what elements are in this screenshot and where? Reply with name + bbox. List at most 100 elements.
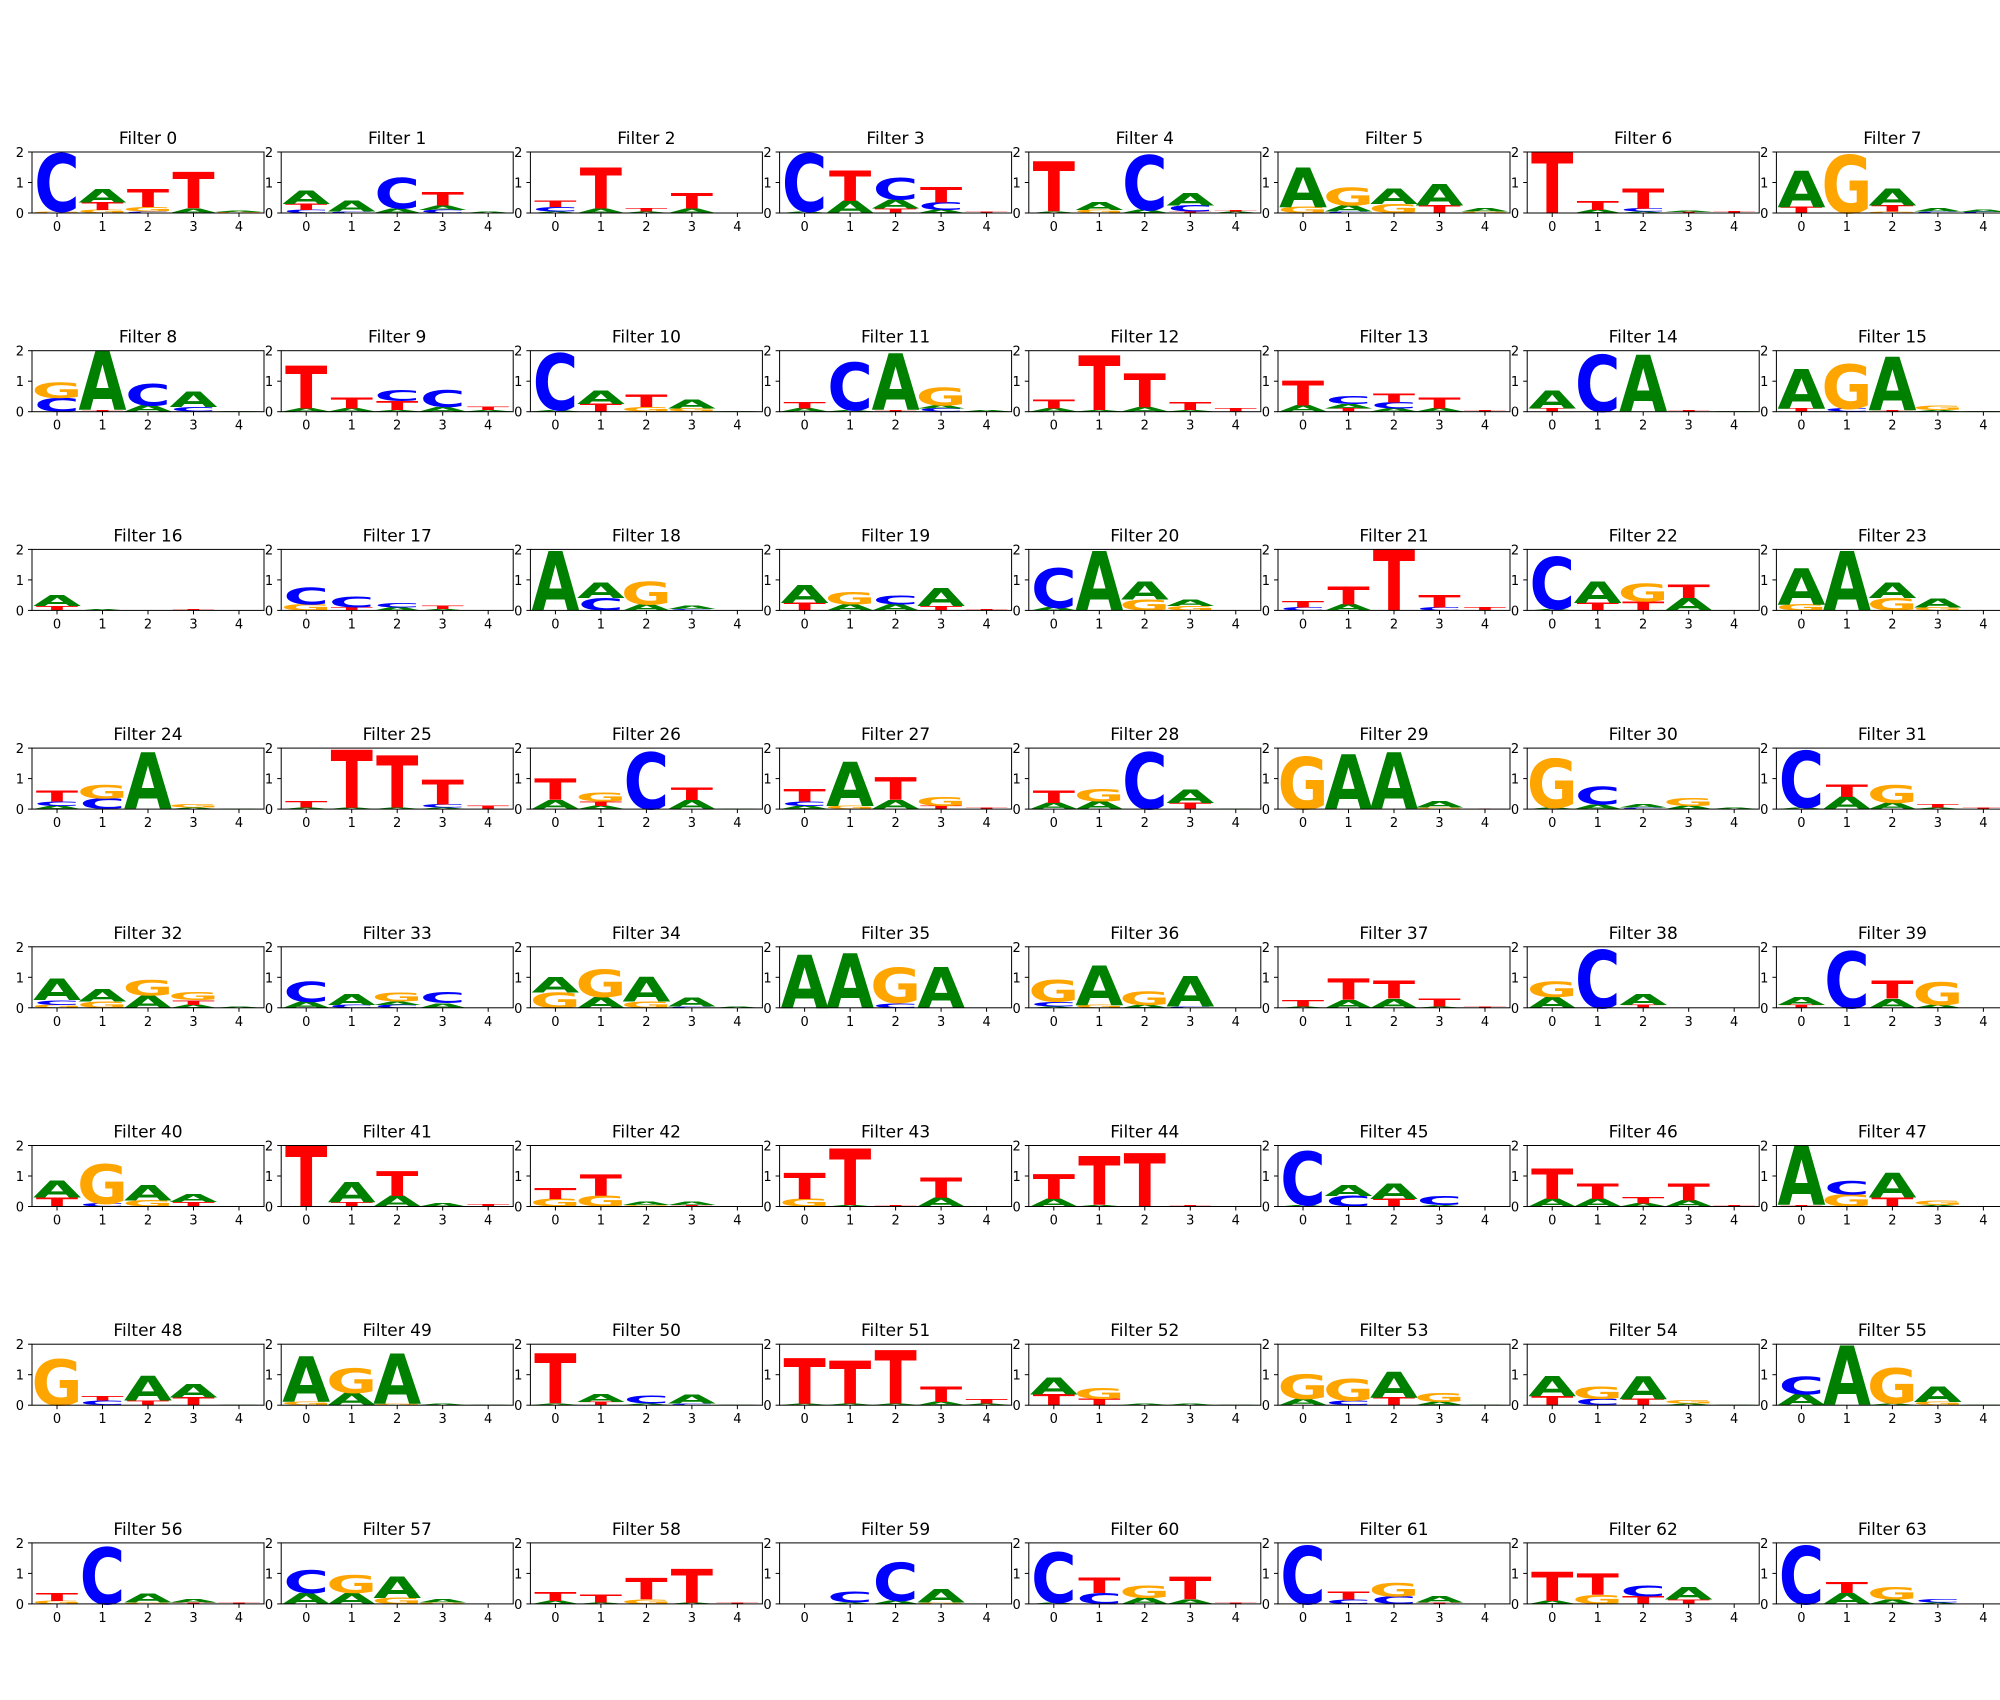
logo-letter-A: A — [1574, 803, 1622, 810]
logo-letter-A: A — [1665, 1199, 1713, 1209]
x-tick-label: 4 — [733, 220, 741, 235]
logo-letter-T: T — [1871, 976, 1913, 1005]
logo-letter-C: C — [374, 170, 419, 218]
panel-title: Filter 32 — [113, 924, 182, 944]
x-tick-label: 3 — [1685, 1015, 1693, 1030]
logo-letter-A: A — [1868, 579, 1916, 603]
y-tick-label: 2 — [1760, 146, 1768, 161]
panel-title: Filter 13 — [1359, 328, 1428, 348]
x-tick-label: 1 — [846, 1412, 854, 1427]
y-tick-label: 1 — [1013, 1567, 1021, 1582]
logo-letter-T: T — [1622, 184, 1665, 215]
logo-letter-G: G — [1460, 211, 1511, 213]
x-tick-label: 3 — [439, 220, 447, 235]
logo-letter-A: A — [170, 807, 218, 809]
logo-letter-T: T — [218, 1602, 260, 1604]
logo-letter-A: A — [215, 210, 263, 212]
x-tick-label: 4 — [1232, 816, 1240, 831]
x-tick-label: 3 — [1685, 816, 1693, 831]
x-tick-label: 4 — [484, 1412, 492, 1427]
x-tick-label: 4 — [484, 816, 492, 831]
logo-letter-C: C — [1371, 401, 1416, 411]
x-tick-label: 3 — [688, 1214, 696, 1229]
y-tick-label: 0 — [514, 1399, 522, 1414]
logo-letter-T: T — [1871, 204, 1913, 214]
x-tick-label: 0 — [551, 1611, 559, 1626]
x-tick-label: 3 — [1685, 220, 1693, 235]
x-tick-label: 4 — [1730, 419, 1738, 434]
logo-letter-T: T — [1078, 1398, 1120, 1408]
x-tick-label: 0 — [1548, 1611, 1556, 1626]
logo-letter-T: T — [1871, 410, 1913, 412]
logo-letter-A: A — [419, 807, 467, 809]
x-tick-label: 3 — [189, 1214, 197, 1229]
logo-letter-T: T — [422, 774, 464, 813]
logo-panel: Filter 23GAAGAGAA01201234 — [1760, 526, 2000, 632]
logo-letter-G: G — [1572, 1592, 1623, 1607]
logo-letter-C: C — [1168, 1006, 1213, 1008]
logo-letter-A: A — [124, 1181, 172, 1205]
logo-letter-C: C — [1961, 211, 2000, 213]
logo-letter-C: C — [782, 800, 827, 807]
y-tick-label: 0 — [265, 207, 273, 222]
x-tick-label: 0 — [302, 1214, 310, 1229]
logo-letter-A: A — [328, 1390, 376, 1410]
logo-letter-A: A — [668, 605, 716, 610]
logo-letter-T: T — [1373, 976, 1415, 1005]
logo-letter-G: G — [372, 1403, 423, 1405]
logo-letter-C: C — [669, 608, 714, 610]
panel-title: Filter 46 — [1609, 1123, 1678, 1143]
x-tick-label: 2 — [1390, 1412, 1398, 1427]
x-tick-label: 0 — [1797, 220, 1805, 235]
logo-letter-A: A — [1574, 209, 1622, 214]
logo-letter-T: T — [580, 800, 622, 807]
logo-letter-T: T — [1668, 581, 1710, 603]
logo-letter-A: A — [668, 1392, 717, 1407]
y-tick-label: 2 — [265, 742, 273, 757]
x-tick-label: 1 — [1843, 617, 1851, 632]
panel-title: Filter 40 — [113, 1123, 182, 1143]
y-tick-label: 0 — [1013, 406, 1021, 421]
logo-letter-T: T — [1124, 1139, 1166, 1224]
y-tick-label: 1 — [16, 375, 24, 390]
logo-letter-A: A — [1121, 1596, 1169, 1606]
x-tick-label: 3 — [937, 1015, 945, 1030]
logo-letter-G: G — [1867, 595, 1918, 615]
logo-letter-A: A — [328, 1590, 376, 1607]
logo-letter-C: C — [284, 209, 329, 214]
logo-letter-A: A — [668, 995, 717, 1010]
logo-letter-T: T — [81, 1395, 123, 1402]
y-tick-label: 2 — [1013, 941, 1021, 956]
y-tick-label: 2 — [763, 742, 771, 757]
x-tick-label: 2 — [1141, 419, 1149, 434]
x-tick-label: 4 — [982, 419, 990, 434]
y-tick-label: 1 — [1760, 971, 1768, 986]
logo-letter-G: G — [1074, 1004, 1125, 1009]
x-tick-label: 4 — [235, 617, 243, 632]
logo-letter-T: T — [625, 1573, 667, 1607]
x-tick-label: 1 — [846, 1015, 854, 1030]
y-tick-label: 0 — [514, 207, 522, 222]
x-tick-label: 4 — [1481, 1015, 1489, 1030]
x-tick-label: 2 — [1888, 419, 1896, 434]
logo-letter-T: T — [534, 199, 576, 209]
y-tick-label: 2 — [16, 941, 24, 956]
x-tick-label: 2 — [891, 419, 899, 434]
y-tick-label: 2 — [1511, 543, 1519, 558]
logo-letter-G: G — [1119, 1582, 1170, 1602]
logo-letter-T: T — [671, 1205, 713, 1207]
logo-letter-G: G — [32, 1600, 83, 1605]
x-tick-label: 4 — [484, 220, 492, 235]
y-tick-label: 0 — [265, 1201, 273, 1216]
logo-panel: Filter 15TACGTAAGA01201234 — [1760, 328, 2000, 434]
logo-letter-A: A — [917, 1401, 965, 1406]
y-tick-label: 0 — [514, 803, 522, 818]
logo-letter-A: A — [373, 607, 421, 612]
y-tick-label: 1 — [265, 1369, 273, 1384]
y-tick-label: 0 — [1760, 1598, 1768, 1613]
x-tick-label: 4 — [1481, 1412, 1489, 1427]
logo-letter-C: C — [918, 408, 963, 413]
x-tick-label: 3 — [439, 816, 447, 831]
x-tick-label: 2 — [1888, 1214, 1896, 1229]
